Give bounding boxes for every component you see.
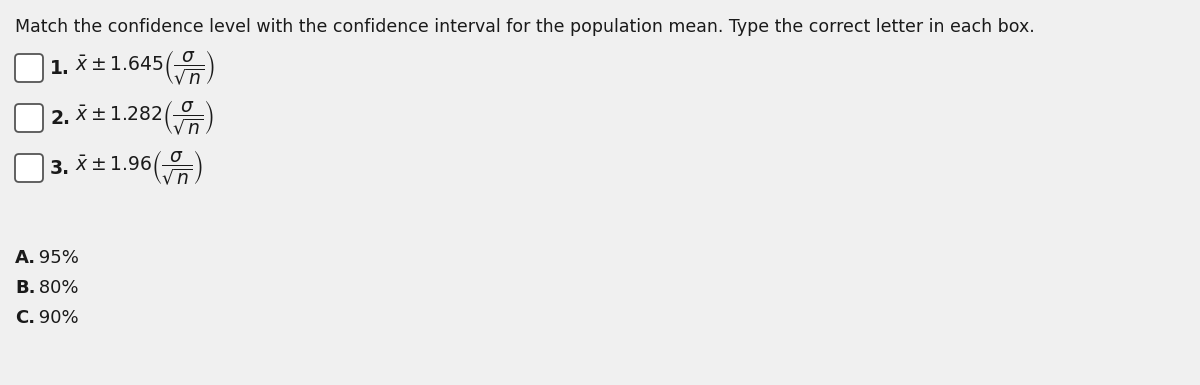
Text: 80%: 80% <box>34 279 78 297</box>
Text: C.: C. <box>14 309 35 327</box>
Text: A.: A. <box>14 249 36 267</box>
Text: B.: B. <box>14 279 36 297</box>
Text: 90%: 90% <box>34 309 79 327</box>
Text: 2.: 2. <box>50 109 70 127</box>
FancyBboxPatch shape <box>14 104 43 132</box>
FancyBboxPatch shape <box>14 54 43 82</box>
Text: 3.: 3. <box>50 159 70 177</box>
Text: $\bar{x} \pm 1.645\left(\dfrac{\sigma}{\sqrt{n}}\right)$: $\bar{x} \pm 1.645\left(\dfrac{\sigma}{\… <box>74 49 215 87</box>
Text: $\bar{x} \pm 1.96\left(\dfrac{\sigma}{\sqrt{n}}\right)$: $\bar{x} \pm 1.96\left(\dfrac{\sigma}{\s… <box>74 149 203 187</box>
Text: $\bar{x} \pm 1.282\left(\dfrac{\sigma}{\sqrt{n}}\right)$: $\bar{x} \pm 1.282\left(\dfrac{\sigma}{\… <box>74 99 214 137</box>
Text: 95%: 95% <box>34 249 79 267</box>
FancyBboxPatch shape <box>14 154 43 182</box>
Text: Match the confidence level with the confidence interval for the population mean.: Match the confidence level with the conf… <box>14 18 1034 36</box>
Text: 1.: 1. <box>50 59 70 77</box>
